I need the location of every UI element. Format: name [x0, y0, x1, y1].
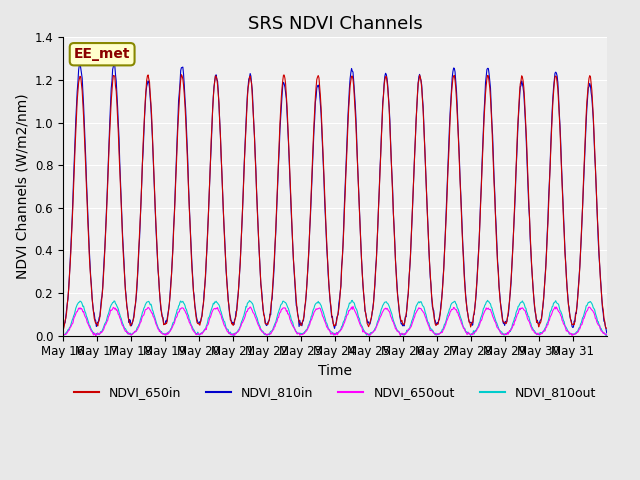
NDVI_650out	[251, 312, 259, 318]
NDVI_810in	[223, 286, 231, 292]
NDVI_650out	[223, 329, 231, 335]
NDVI_810in	[59, 328, 67, 334]
NDVI_650out	[59, 332, 67, 337]
NDVI_650in	[123, 303, 131, 309]
Line: NDVI_810out: NDVI_810out	[63, 300, 607, 336]
NDVI_810out	[348, 298, 356, 303]
NDVI_650out	[392, 326, 400, 332]
NDVI_810in	[76, 60, 84, 66]
NDVI_650out	[423, 318, 431, 324]
Line: NDVI_650out: NDVI_650out	[63, 306, 607, 336]
NDVI_810out	[251, 308, 259, 313]
NDVI_650out	[349, 303, 357, 309]
NDVI_650in	[392, 258, 399, 264]
NDVI_650out	[92, 333, 99, 338]
NDVI_650in	[271, 242, 279, 248]
NDVI_650in	[251, 133, 259, 139]
NDVI_810out	[603, 333, 611, 338]
NDVI_810out	[423, 315, 431, 321]
NDVI_810out	[59, 332, 67, 337]
NDVI_650in	[177, 72, 185, 78]
NDVI_810out	[123, 330, 131, 336]
Legend: NDVI_650in, NDVI_810in, NDVI_650out, NDVI_810out: NDVI_650in, NDVI_810in, NDVI_650out, NDV…	[68, 381, 601, 404]
Text: EE_met: EE_met	[74, 47, 131, 61]
Title: SRS NDVI Channels: SRS NDVI Channels	[248, 15, 422, 33]
Y-axis label: NDVI Channels (W/m2/nm): NDVI Channels (W/m2/nm)	[15, 94, 29, 279]
NDVI_650in	[603, 325, 611, 331]
NDVI_650in	[223, 288, 231, 294]
NDVI_650out	[124, 331, 131, 336]
NDVI_810out	[271, 321, 279, 326]
X-axis label: Time: Time	[318, 364, 352, 378]
NDVI_650out	[271, 324, 279, 330]
NDVI_650out	[603, 332, 611, 337]
NDVI_650in	[422, 176, 430, 181]
NDVI_810out	[392, 325, 400, 331]
Line: NDVI_650in: NDVI_650in	[63, 75, 607, 330]
NDVI_810out	[229, 333, 237, 338]
NDVI_810in	[603, 330, 611, 336]
NDVI_810in	[251, 132, 259, 138]
NDVI_810in	[392, 258, 399, 264]
NDVI_810in	[271, 244, 279, 250]
NDVI_810in	[124, 307, 131, 313]
NDVI_650in	[59, 327, 67, 333]
NDVI_810in	[422, 175, 430, 181]
NDVI_810out	[223, 326, 230, 332]
Line: NDVI_810in: NDVI_810in	[63, 63, 607, 333]
